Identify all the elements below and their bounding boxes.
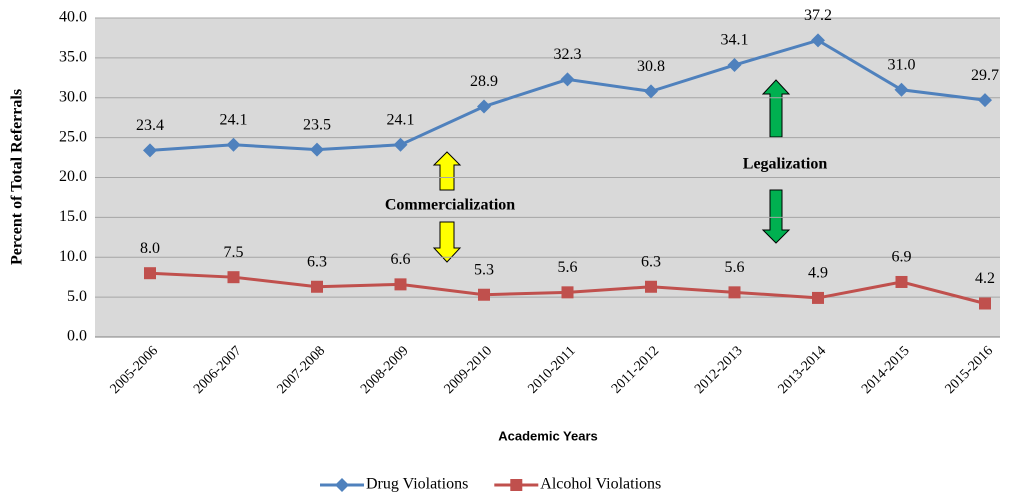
y-tick-label: 5.0 — [67, 288, 87, 305]
point — [978, 93, 992, 108]
data-label: 5.3 — [474, 261, 494, 278]
point — [811, 33, 825, 48]
data-label: 24.1 — [220, 111, 248, 128]
data-label: 4.2 — [975, 270, 995, 287]
y-tick-label: 35.0 — [59, 49, 87, 66]
data-label: 23.4 — [136, 117, 164, 134]
y-tick-label: 25.0 — [59, 128, 87, 145]
arrow — [432, 151, 462, 191]
annotation: Legalization — [743, 156, 828, 173]
x-tick-label: 2014-2015 — [859, 343, 913, 397]
point — [645, 280, 657, 293]
arrow — [432, 221, 462, 263]
point — [644, 84, 658, 99]
legend-label: Alcohol Violations — [540, 476, 661, 493]
annotation: Commercialization — [385, 197, 515, 214]
point — [727, 58, 742, 73]
x-tick-label: 2008-2009 — [358, 343, 412, 397]
point — [728, 286, 741, 299]
point — [895, 275, 908, 288]
data-label: 23.5 — [303, 116, 331, 133]
y-tick-label: 30.0 — [59, 88, 87, 105]
data-label: 8.0 — [140, 240, 160, 257]
data-label: 31.0 — [888, 56, 916, 73]
point — [477, 99, 491, 114]
point — [335, 478, 349, 492]
point — [310, 142, 324, 157]
data-label: 24.1 — [387, 111, 415, 128]
data-label: 6.6 — [391, 251, 411, 268]
data-label: 5.6 — [725, 259, 745, 276]
point — [510, 479, 523, 491]
x-tick-label: 2005-2006 — [108, 343, 162, 397]
point — [227, 271, 240, 284]
point — [560, 72, 575, 87]
y-tick-label: 40.0 — [59, 9, 87, 26]
data-label: 4.9 — [808, 265, 828, 282]
y-tick-label: 20.0 — [59, 168, 87, 185]
data-label: 29.7 — [971, 67, 999, 84]
x-tick-label: 2013-2014 — [776, 343, 830, 397]
point — [144, 267, 156, 280]
arrow — [761, 189, 791, 244]
data-label: 32.3 — [554, 46, 582, 63]
x-tick-label: 2010-2011 — [525, 343, 578, 396]
point — [394, 278, 407, 291]
data-label: 37.2 — [804, 7, 832, 24]
point — [812, 291, 824, 304]
data-label: 6.3 — [307, 253, 327, 270]
point — [311, 280, 323, 293]
y-tick-label: 15.0 — [59, 208, 87, 225]
data-label: 6.9 — [892, 249, 912, 266]
point — [226, 137, 241, 152]
x-tick-label: 2011-2012 — [609, 343, 662, 396]
point — [979, 297, 991, 310]
data-label: 5.6 — [558, 259, 578, 276]
y-tick-label: 0.0 — [67, 328, 87, 345]
data-label: 7.5 — [224, 244, 244, 261]
data-label: 30.8 — [637, 58, 665, 75]
arrow — [761, 79, 791, 138]
x-tick-label: 2007-2008 — [275, 343, 329, 397]
data-label: 34.1 — [721, 32, 749, 49]
point — [894, 82, 909, 97]
legend-label: Drug Violations — [366, 476, 468, 493]
point — [561, 286, 574, 299]
y-axis-title: Percent of Total Referrals — [9, 89, 26, 265]
data-label: 28.9 — [470, 73, 498, 90]
point — [143, 143, 157, 158]
y-tick-label: 10.0 — [59, 248, 87, 265]
x-tick-label: 2015-2016 — [943, 343, 997, 397]
x-tick-label: 2012-2013 — [692, 343, 746, 397]
point — [393, 137, 408, 152]
data-label: 6.3 — [641, 253, 661, 270]
x-tick-label: 2006-2007 — [191, 343, 245, 397]
x-tick-label: 2009-2010 — [442, 343, 496, 397]
point — [478, 288, 490, 301]
x-axis-title: Academic Years — [498, 428, 598, 443]
